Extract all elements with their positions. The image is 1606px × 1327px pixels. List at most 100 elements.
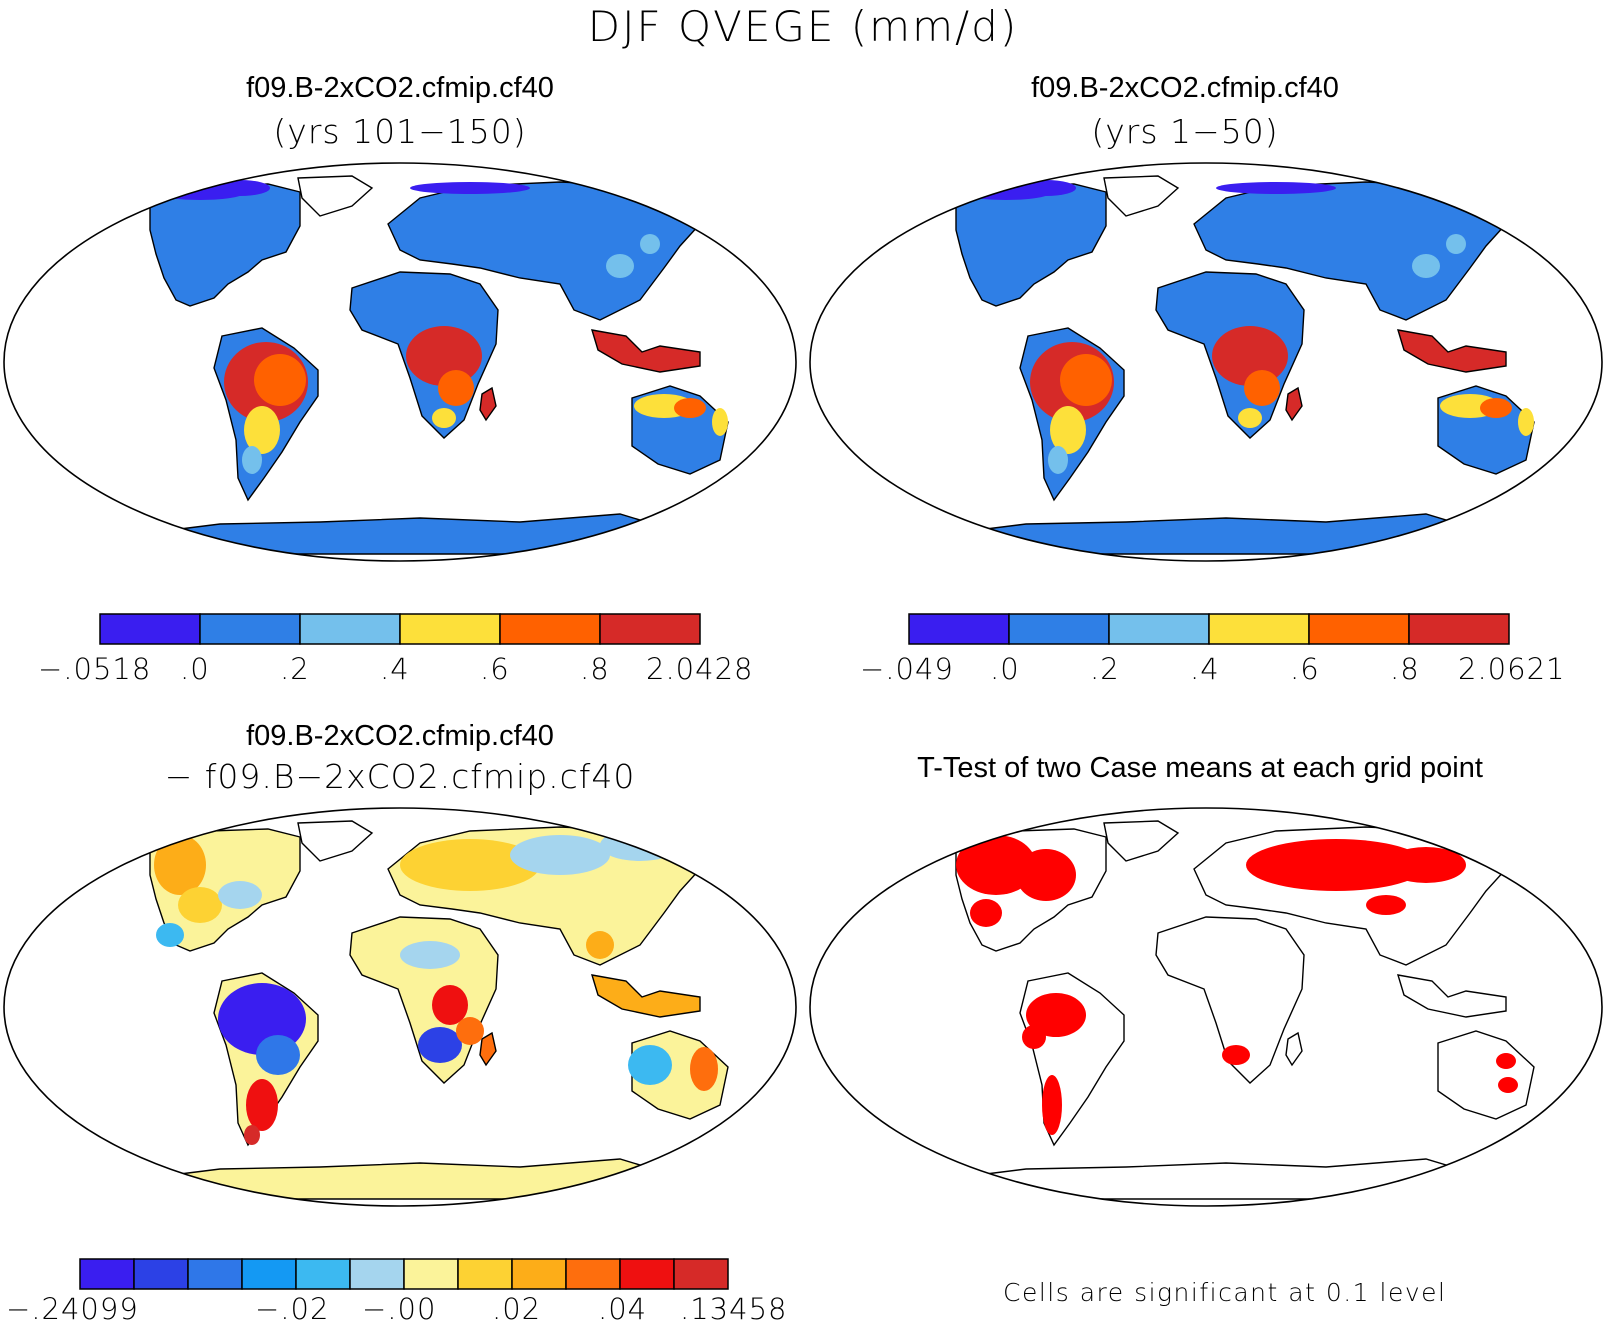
field-patch xyxy=(1244,370,1280,406)
field-patch xyxy=(178,887,222,923)
field-patch xyxy=(1016,180,1076,196)
colorbar-1-tick: .6 xyxy=(480,652,510,686)
land-madagascar xyxy=(1285,386,1303,422)
field-patch xyxy=(254,354,306,406)
land-greenland xyxy=(1103,820,1180,862)
map-panel-4-ttest xyxy=(809,807,1603,1207)
colorbar-swatch xyxy=(399,613,501,645)
field-patch xyxy=(956,835,1036,895)
colorbar-1-tick: −.0518 xyxy=(38,652,152,686)
land-madagascar xyxy=(479,386,497,422)
land-africa xyxy=(1155,916,1305,1084)
land-namerica xyxy=(149,183,301,307)
field-patch xyxy=(400,839,540,891)
colorbar-swatch xyxy=(908,613,1010,645)
colorbar-swatch xyxy=(599,613,701,645)
field-patch xyxy=(1048,446,1068,474)
field-patch xyxy=(242,446,262,474)
land-antarctica xyxy=(139,513,661,555)
map-border xyxy=(809,807,1603,1207)
colorbar-1-tick: .4 xyxy=(380,652,410,686)
map-border xyxy=(3,162,797,562)
colorbar-swatch xyxy=(79,1258,135,1290)
field-patch xyxy=(1016,849,1076,901)
field-patch xyxy=(1480,398,1512,418)
field-patch xyxy=(1222,1045,1250,1065)
field-patch xyxy=(1022,1025,1046,1049)
field-patch xyxy=(244,406,280,454)
field-patch xyxy=(1060,354,1112,406)
panel-1-subtitle: (yrs 101−150) xyxy=(273,112,527,151)
panel-4-title: T-Test of two Case means at each grid po… xyxy=(917,752,1483,784)
field-patch xyxy=(1050,406,1086,454)
colorbar-1-tick: .2 xyxy=(280,652,310,686)
colorbar-swatch xyxy=(565,1258,621,1290)
colorbar-swatch xyxy=(299,613,401,645)
colorbar-3-tick: .13458 xyxy=(680,1292,788,1326)
field-patch xyxy=(600,829,680,861)
colorbar-1-tick: 2.0428 xyxy=(646,652,754,686)
field-patch xyxy=(218,881,262,909)
colorbar-swatch xyxy=(1108,613,1210,645)
colorbar-swatch xyxy=(349,1258,405,1290)
field-patch xyxy=(640,234,660,254)
land-madagascar xyxy=(479,1031,497,1067)
colorbar-panel-2 xyxy=(908,613,1510,645)
land-greenland xyxy=(1103,175,1180,217)
field-patch xyxy=(256,1035,300,1075)
colorbar-swatch xyxy=(403,1258,459,1290)
colorbar-swatch xyxy=(1308,613,1410,645)
colorbar-swatch xyxy=(241,1258,297,1290)
colorbar-2-tick: .2 xyxy=(1090,652,1120,686)
land-namerica xyxy=(955,183,1107,307)
land-indonesia xyxy=(591,329,701,373)
land-australia xyxy=(1437,1030,1535,1120)
map-panel-1 xyxy=(3,162,797,562)
significance-note: Cells are significant at 0.1 level xyxy=(1003,1278,1447,1307)
field-patch xyxy=(210,180,270,196)
field-patch xyxy=(1366,895,1406,915)
colorbar-3-tick: .04 xyxy=(598,1292,648,1326)
panel-1-title: f09.B-2xCO2.cfmip.cf40 xyxy=(246,72,554,104)
field-patch xyxy=(1246,839,1426,891)
colorbar-swatch xyxy=(1008,613,1110,645)
land-indonesia xyxy=(591,974,701,1018)
colorbar-3-tick: −.02 xyxy=(255,1292,330,1326)
field-patch xyxy=(154,835,206,895)
land-greenland xyxy=(297,175,374,217)
colorbar-swatch xyxy=(619,1258,675,1290)
field-patch xyxy=(456,1017,484,1045)
colorbar-3-tick: −.00 xyxy=(362,1292,437,1326)
field-patch xyxy=(432,985,468,1025)
field-patch xyxy=(406,326,482,386)
field-patch xyxy=(156,923,184,947)
field-patch xyxy=(244,1125,260,1145)
colorbar-2-tick: .0 xyxy=(990,652,1020,686)
colorbar-swatch xyxy=(133,1258,189,1290)
field-patch xyxy=(1238,408,1262,428)
field-patch xyxy=(1216,182,1336,194)
colorbar-swatch xyxy=(1208,613,1310,645)
field-patch xyxy=(1386,847,1466,883)
field-patch xyxy=(418,1027,462,1063)
field-patch xyxy=(628,1045,672,1085)
colorbar-swatch xyxy=(199,613,301,645)
colorbar-1-tick: .8 xyxy=(580,652,610,686)
land-group xyxy=(945,175,1535,555)
land-antarctica xyxy=(945,513,1467,555)
field-patch xyxy=(690,1047,718,1091)
map-border xyxy=(809,162,1603,562)
colorbar-3-tick: .02 xyxy=(492,1292,542,1326)
field-patch xyxy=(510,835,610,875)
colorbar-swatch xyxy=(673,1258,729,1290)
land-antarctica xyxy=(945,1158,1467,1200)
land-eurasia xyxy=(1193,181,1507,321)
land-indonesia xyxy=(1397,974,1507,1018)
land-group xyxy=(139,175,729,555)
land-greenland xyxy=(297,820,374,862)
field-patch xyxy=(1026,993,1086,1037)
field-patch xyxy=(1496,1053,1516,1069)
field-patch xyxy=(1498,1077,1518,1093)
panel-2-title: f09.B-2xCO2.cfmip.cf40 xyxy=(1031,72,1339,104)
colorbar-swatch xyxy=(457,1258,513,1290)
